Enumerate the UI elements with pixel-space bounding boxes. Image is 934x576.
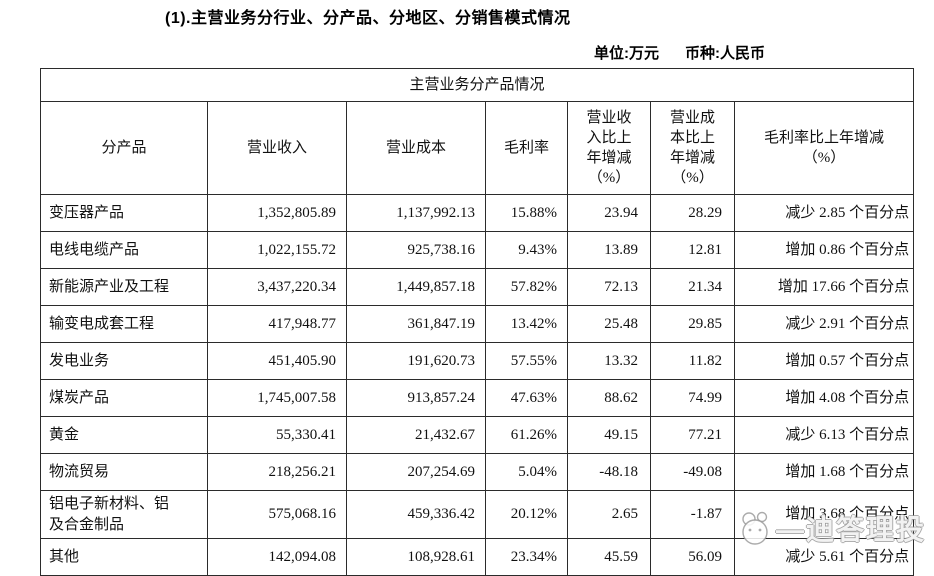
cell-revenue: 1,352,805.89 — [207, 194, 347, 232]
cell-cost-yoy: 28.29 — [650, 194, 735, 232]
table-caption: 主营业务分产品情况 — [39, 68, 915, 102]
cell-cost: 1,137,992.13 — [346, 194, 486, 232]
cell-revenue: 1,745,007.58 — [207, 379, 347, 417]
cell-cost: 108,928.61 — [346, 538, 486, 576]
cell-product: 新能源产业及工程 — [40, 268, 208, 306]
cell-margin-yoy: 增加 0.86 个百分点 — [733, 231, 915, 269]
cell-product: 电线电缆产品 — [40, 231, 208, 269]
cell-margin: 20.12% — [485, 490, 568, 539]
page-title: (1).主营业务分行业、分产品、分地区、分销售模式情况 — [165, 10, 571, 27]
cell-margin-yoy: 增加 17.66 个百分点 — [733, 268, 915, 306]
cell-revenue: 575,068.16 — [207, 490, 347, 539]
cell-margin: 23.34% — [485, 538, 568, 576]
table-row: 变压器产品 1,352,805.89 1,137,992.13 15.88% 2… — [40, 194, 915, 232]
cell-cost-yoy: 77.21 — [650, 416, 735, 454]
cell-product: 其他 — [40, 538, 208, 576]
cell-revenue-yoy: 49.15 — [567, 416, 651, 454]
cell-product: 煤炭产品 — [40, 379, 208, 417]
cell-product: 黄金 — [40, 416, 208, 454]
cell-cost-yoy: -1.87 — [650, 490, 735, 539]
cell-cost-yoy: 74.99 — [650, 379, 735, 417]
unit-label: 单位:万元 — [594, 45, 659, 62]
cell-cost-yoy: 29.85 — [650, 305, 735, 343]
cell-cost: 207,254.69 — [346, 453, 486, 491]
column-header-cost: 营业成本 — [346, 101, 486, 195]
cell-product: 铝电子新材料、铝 及合金制品 — [40, 490, 208, 539]
cell-revenue: 218,256.21 — [207, 453, 347, 491]
table-row: 发电业务 451,405.90 191,620.73 57.55% 13.32 … — [40, 342, 915, 380]
table-row: 其他 142,094.08 108,928.61 23.34% 45.59 56… — [40, 538, 915, 576]
cell-revenue-yoy: 13.89 — [567, 231, 651, 269]
cell-revenue: 1,022,155.72 — [207, 231, 347, 269]
table-row: 铝电子新材料、铝 及合金制品 575,068.16 459,336.42 20.… — [40, 490, 915, 539]
cell-margin: 13.42% — [485, 305, 568, 343]
cell-cost-yoy: -49.08 — [650, 453, 735, 491]
cell-revenue: 417,948.77 — [207, 305, 347, 343]
cell-margin: 57.55% — [485, 342, 568, 380]
table-header-row: 分产品 营业收入 营业成本 毛利率 营业收 入比上 年增减 （%） 营业成 本比… — [40, 101, 915, 195]
cell-margin: 15.88% — [485, 194, 568, 232]
cell-revenue-yoy: -48.18 — [567, 453, 651, 491]
cell-revenue: 142,094.08 — [207, 538, 347, 576]
cell-margin: 5.04% — [485, 453, 568, 491]
cell-margin-yoy: 增加 3.68 个百分点 — [733, 490, 915, 539]
table-row: 物流贸易 218,256.21 207,254.69 5.04% -48.18 … — [40, 453, 915, 491]
table-caption-row: 主营业务分产品情况 — [39, 68, 915, 102]
cell-margin-yoy: 减少 2.85 个百分点 — [733, 194, 915, 232]
cell-margin-yoy: 减少 5.61 个百分点 — [733, 538, 915, 576]
column-header-product: 分产品 — [40, 101, 208, 195]
cell-revenue-yoy: 13.32 — [567, 342, 651, 380]
cell-cost: 21,432.67 — [346, 416, 486, 454]
cell-cost: 361,847.19 — [346, 305, 486, 343]
cell-revenue: 55,330.41 — [207, 416, 347, 454]
cell-margin: 61.26% — [485, 416, 568, 454]
column-header-revenue: 营业收入 — [207, 101, 347, 195]
cell-product: 发电业务 — [40, 342, 208, 380]
cell-revenue-yoy: 45.59 — [567, 538, 651, 576]
cell-margin-yoy: 增加 4.08 个百分点 — [733, 379, 915, 417]
column-header-cost-yoy: 营业成 本比上 年增减 （%） — [650, 101, 735, 195]
cell-cost: 925,738.16 — [346, 231, 486, 269]
table-row: 煤炭产品 1,745,007.58 913,857.24 47.63% 88.6… — [40, 379, 915, 417]
cell-product: 变压器产品 — [40, 194, 208, 232]
cell-cost-yoy: 56.09 — [650, 538, 735, 576]
table-row: 新能源产业及工程 3,437,220.34 1,449,857.18 57.82… — [40, 268, 915, 306]
cell-margin-yoy: 减少 2.91 个百分点 — [733, 305, 915, 343]
table-row: 黄金 55,330.41 21,432.67 61.26% 49.15 77.2… — [40, 416, 915, 454]
table-row: 输变电成套工程 417,948.77 361,847.19 13.42% 25.… — [40, 305, 915, 343]
cell-cost-yoy: 11.82 — [650, 342, 735, 380]
cell-product: 输变电成套工程 — [40, 305, 208, 343]
table-row: 电线电缆产品 1,022,155.72 925,738.16 9.43% 13.… — [40, 231, 915, 269]
cell-revenue-yoy: 72.13 — [567, 268, 651, 306]
cell-revenue: 3,437,220.34 — [207, 268, 347, 306]
cell-cost: 191,620.73 — [346, 342, 486, 380]
cell-cost-yoy: 21.34 — [650, 268, 735, 306]
cell-margin-yoy: 增加 0.57 个百分点 — [733, 342, 915, 380]
cell-revenue-yoy: 25.48 — [567, 305, 651, 343]
currency-label: 币种:人民币 — [685, 45, 765, 62]
cell-product: 物流贸易 — [40, 453, 208, 491]
cell-revenue: 451,405.90 — [207, 342, 347, 380]
cell-revenue-yoy: 23.94 — [567, 194, 651, 232]
cell-cost: 913,857.24 — [346, 379, 486, 417]
unit-currency-line: 单位:万元 币种:人民币 — [594, 42, 765, 63]
product-breakdown-table: 主营业务分产品情况 分产品 营业收入 营业成本 毛利率 营业收 入比上 年增减 … — [39, 68, 915, 576]
cell-revenue-yoy: 88.62 — [567, 379, 651, 417]
cell-cost: 1,449,857.18 — [346, 268, 486, 306]
cell-margin: 9.43% — [485, 231, 568, 269]
cell-margin-yoy: 增加 1.68 个百分点 — [733, 453, 915, 491]
cell-revenue-yoy: 2.65 — [567, 490, 651, 539]
cell-cost: 459,336.42 — [346, 490, 486, 539]
cell-margin: 57.82% — [485, 268, 568, 306]
cell-margin: 47.63% — [485, 379, 568, 417]
cell-cost-yoy: 12.81 — [650, 231, 735, 269]
column-header-margin-yoy: 毛利率比上年增减 （%） — [733, 101, 915, 195]
cell-margin-yoy: 减少 6.13 个百分点 — [733, 416, 915, 454]
column-header-margin: 毛利率 — [485, 101, 568, 195]
column-header-revenue-yoy: 营业收 入比上 年增减 （%） — [567, 101, 651, 195]
